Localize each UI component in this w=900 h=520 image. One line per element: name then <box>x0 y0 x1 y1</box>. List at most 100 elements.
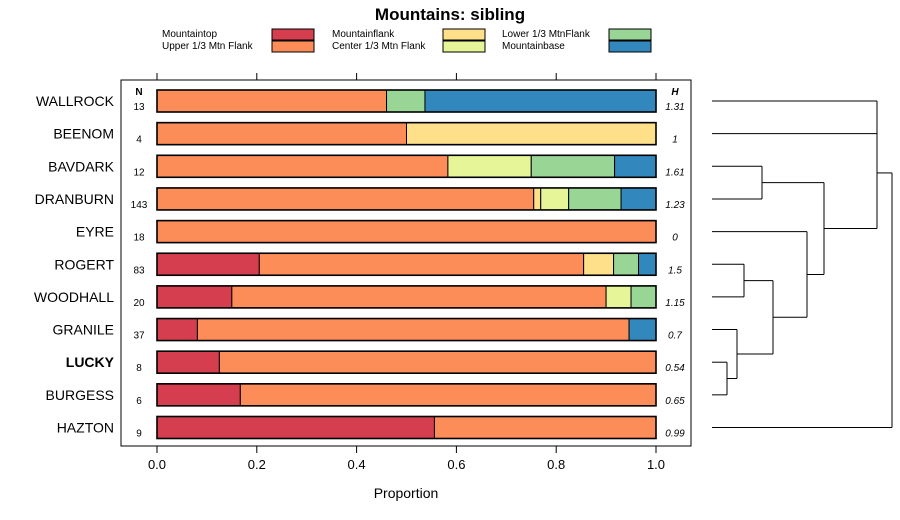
row-label-6: WOODHALL <box>34 289 114 305</box>
legend-swatch-3 <box>442 40 486 53</box>
row-n-1: 4 <box>136 135 142 146</box>
legend-swatch-4 <box>608 28 652 41</box>
row-n-0: 13 <box>133 102 145 113</box>
bar-segment-10-0 <box>156 416 435 439</box>
bar-segment-9-1 <box>239 383 657 407</box>
row-n-5: 83 <box>133 265 145 276</box>
bar-outline-8 <box>156 350 657 375</box>
bar-segment-7-1 <box>196 318 630 342</box>
bar-outline-4 <box>156 219 657 244</box>
row-h-3: 1.23 <box>665 200 685 211</box>
bar-segment-5-5 <box>638 252 657 276</box>
bar-segment-8-1 <box>218 350 657 374</box>
row-label-1: BEENOM <box>53 126 114 142</box>
row-h-5: 1.5 <box>668 265 682 276</box>
bar-segment-0-4 <box>386 89 426 113</box>
row-n-10: 9 <box>136 429 142 440</box>
bar-outline-1 <box>156 121 657 146</box>
row-label-2: BAVDARK <box>48 158 115 174</box>
legend-swatch-0 <box>271 28 315 41</box>
bar-segment-2-5 <box>614 154 657 178</box>
row-h-2: 1.61 <box>665 167 684 178</box>
row-n-4: 18 <box>133 233 145 244</box>
bar-segment-1-2 <box>406 122 657 146</box>
row-h-4: 0 <box>672 233 678 244</box>
row-label-10: HAZTON <box>57 420 114 436</box>
row-n-8: 8 <box>136 363 142 374</box>
row-label-7: GRANILE <box>53 322 114 338</box>
x-tick-label-3: 0.6 <box>447 457 465 472</box>
bar-outline-7 <box>156 317 657 342</box>
row-h-8: 0.54 <box>665 363 685 374</box>
bar-segment-5-2 <box>583 252 615 276</box>
bar-segment-5-1 <box>258 252 585 276</box>
bar-segment-0-5 <box>424 89 657 113</box>
n-header: N <box>135 87 142 98</box>
bar-segment-3-1 <box>156 187 535 211</box>
x-tick-label-1: 0.2 <box>248 457 266 472</box>
legend-label-2: Mountainflank <box>332 29 395 40</box>
row-label-3: DRANBURN <box>35 191 114 207</box>
legend-label-1: Upper 1/3 Mtn Flank <box>162 41 254 52</box>
x-axis-label: Proportion <box>374 485 439 501</box>
bar-segment-2-1 <box>156 154 449 178</box>
plot-frame <box>120 79 692 447</box>
row-n-7: 37 <box>133 331 145 342</box>
chart-title: Mountains: sibling <box>375 5 525 24</box>
legend-swatch-2 <box>442 28 486 41</box>
legend-label-4: Lower 1/3 MtnFlank <box>502 29 591 40</box>
bar-segment-5-4 <box>613 252 640 276</box>
x-tick-label-4: 0.8 <box>547 457 565 472</box>
bar-segment-1-1 <box>156 122 407 146</box>
row-h-6: 1.15 <box>665 298 685 309</box>
row-n-3: 143 <box>131 200 148 211</box>
bar-outline-2 <box>156 154 657 179</box>
legend-label-3: Center 1/3 Mtn Flank <box>332 41 426 52</box>
bar-segment-3-2 <box>533 187 542 211</box>
legend-label-0: Mountaintop <box>162 29 217 40</box>
bar-segment-0-1 <box>156 89 388 113</box>
bar-segment-3-5 <box>620 187 657 211</box>
bar-outline-10 <box>156 415 657 440</box>
dendrogram <box>712 100 893 428</box>
bar-segment-6-4 <box>630 285 657 309</box>
x-tick-label-5: 1.0 <box>647 457 665 472</box>
bar-outline-0 <box>156 89 657 113</box>
row-h-1: 1 <box>672 135 678 146</box>
bar-outline-6 <box>156 285 657 309</box>
bars-group: WALLROCK 13 1.31 BEENOM 4 1 BAVDARK 12 1.61 DRANB… <box>34 89 685 440</box>
bar-outline-9 <box>156 383 657 407</box>
bar-segment-6-3 <box>605 285 632 309</box>
legend-swatch-1 <box>271 40 315 53</box>
row-label-8: LUCKY <box>66 354 115 370</box>
bar-segment-4-1 <box>156 220 657 244</box>
bar-segment-10-1 <box>433 416 657 439</box>
row-h-9: 0.65 <box>665 396 685 407</box>
x-axis: 0.0 0.2 0.4 0.6 0.8 1.0 <box>148 73 665 472</box>
bar-segment-3-4 <box>568 187 622 211</box>
row-label-0: WALLROCK <box>36 93 115 109</box>
bar-segment-9-0 <box>156 383 241 407</box>
row-h-10: 0.99 <box>665 429 685 440</box>
bar-segment-7-5 <box>628 318 657 342</box>
h-header: H <box>671 87 679 98</box>
row-h-7: 0.7 <box>668 331 682 342</box>
x-tick-label-2: 0.4 <box>348 457 366 472</box>
legend-swatch-5 <box>608 40 652 53</box>
row-label-9: BURGESS <box>46 387 114 403</box>
row-n-2: 12 <box>133 167 145 178</box>
row-label-4: EYRE <box>76 224 114 240</box>
row-label-5: ROGERT <box>54 256 114 272</box>
row-h-0: 1.31 <box>665 102 684 113</box>
bar-segment-2-4 <box>530 154 616 178</box>
bar-outline-3 <box>156 187 657 211</box>
x-tick-label-0: 0.0 <box>148 457 166 472</box>
bar-segment-6-0 <box>156 285 233 309</box>
row-n-9: 6 <box>136 396 142 407</box>
legend-label-5: Mountainbase <box>502 41 565 52</box>
bar-segment-6-1 <box>231 285 607 309</box>
bar-segment-3-3 <box>540 187 570 211</box>
